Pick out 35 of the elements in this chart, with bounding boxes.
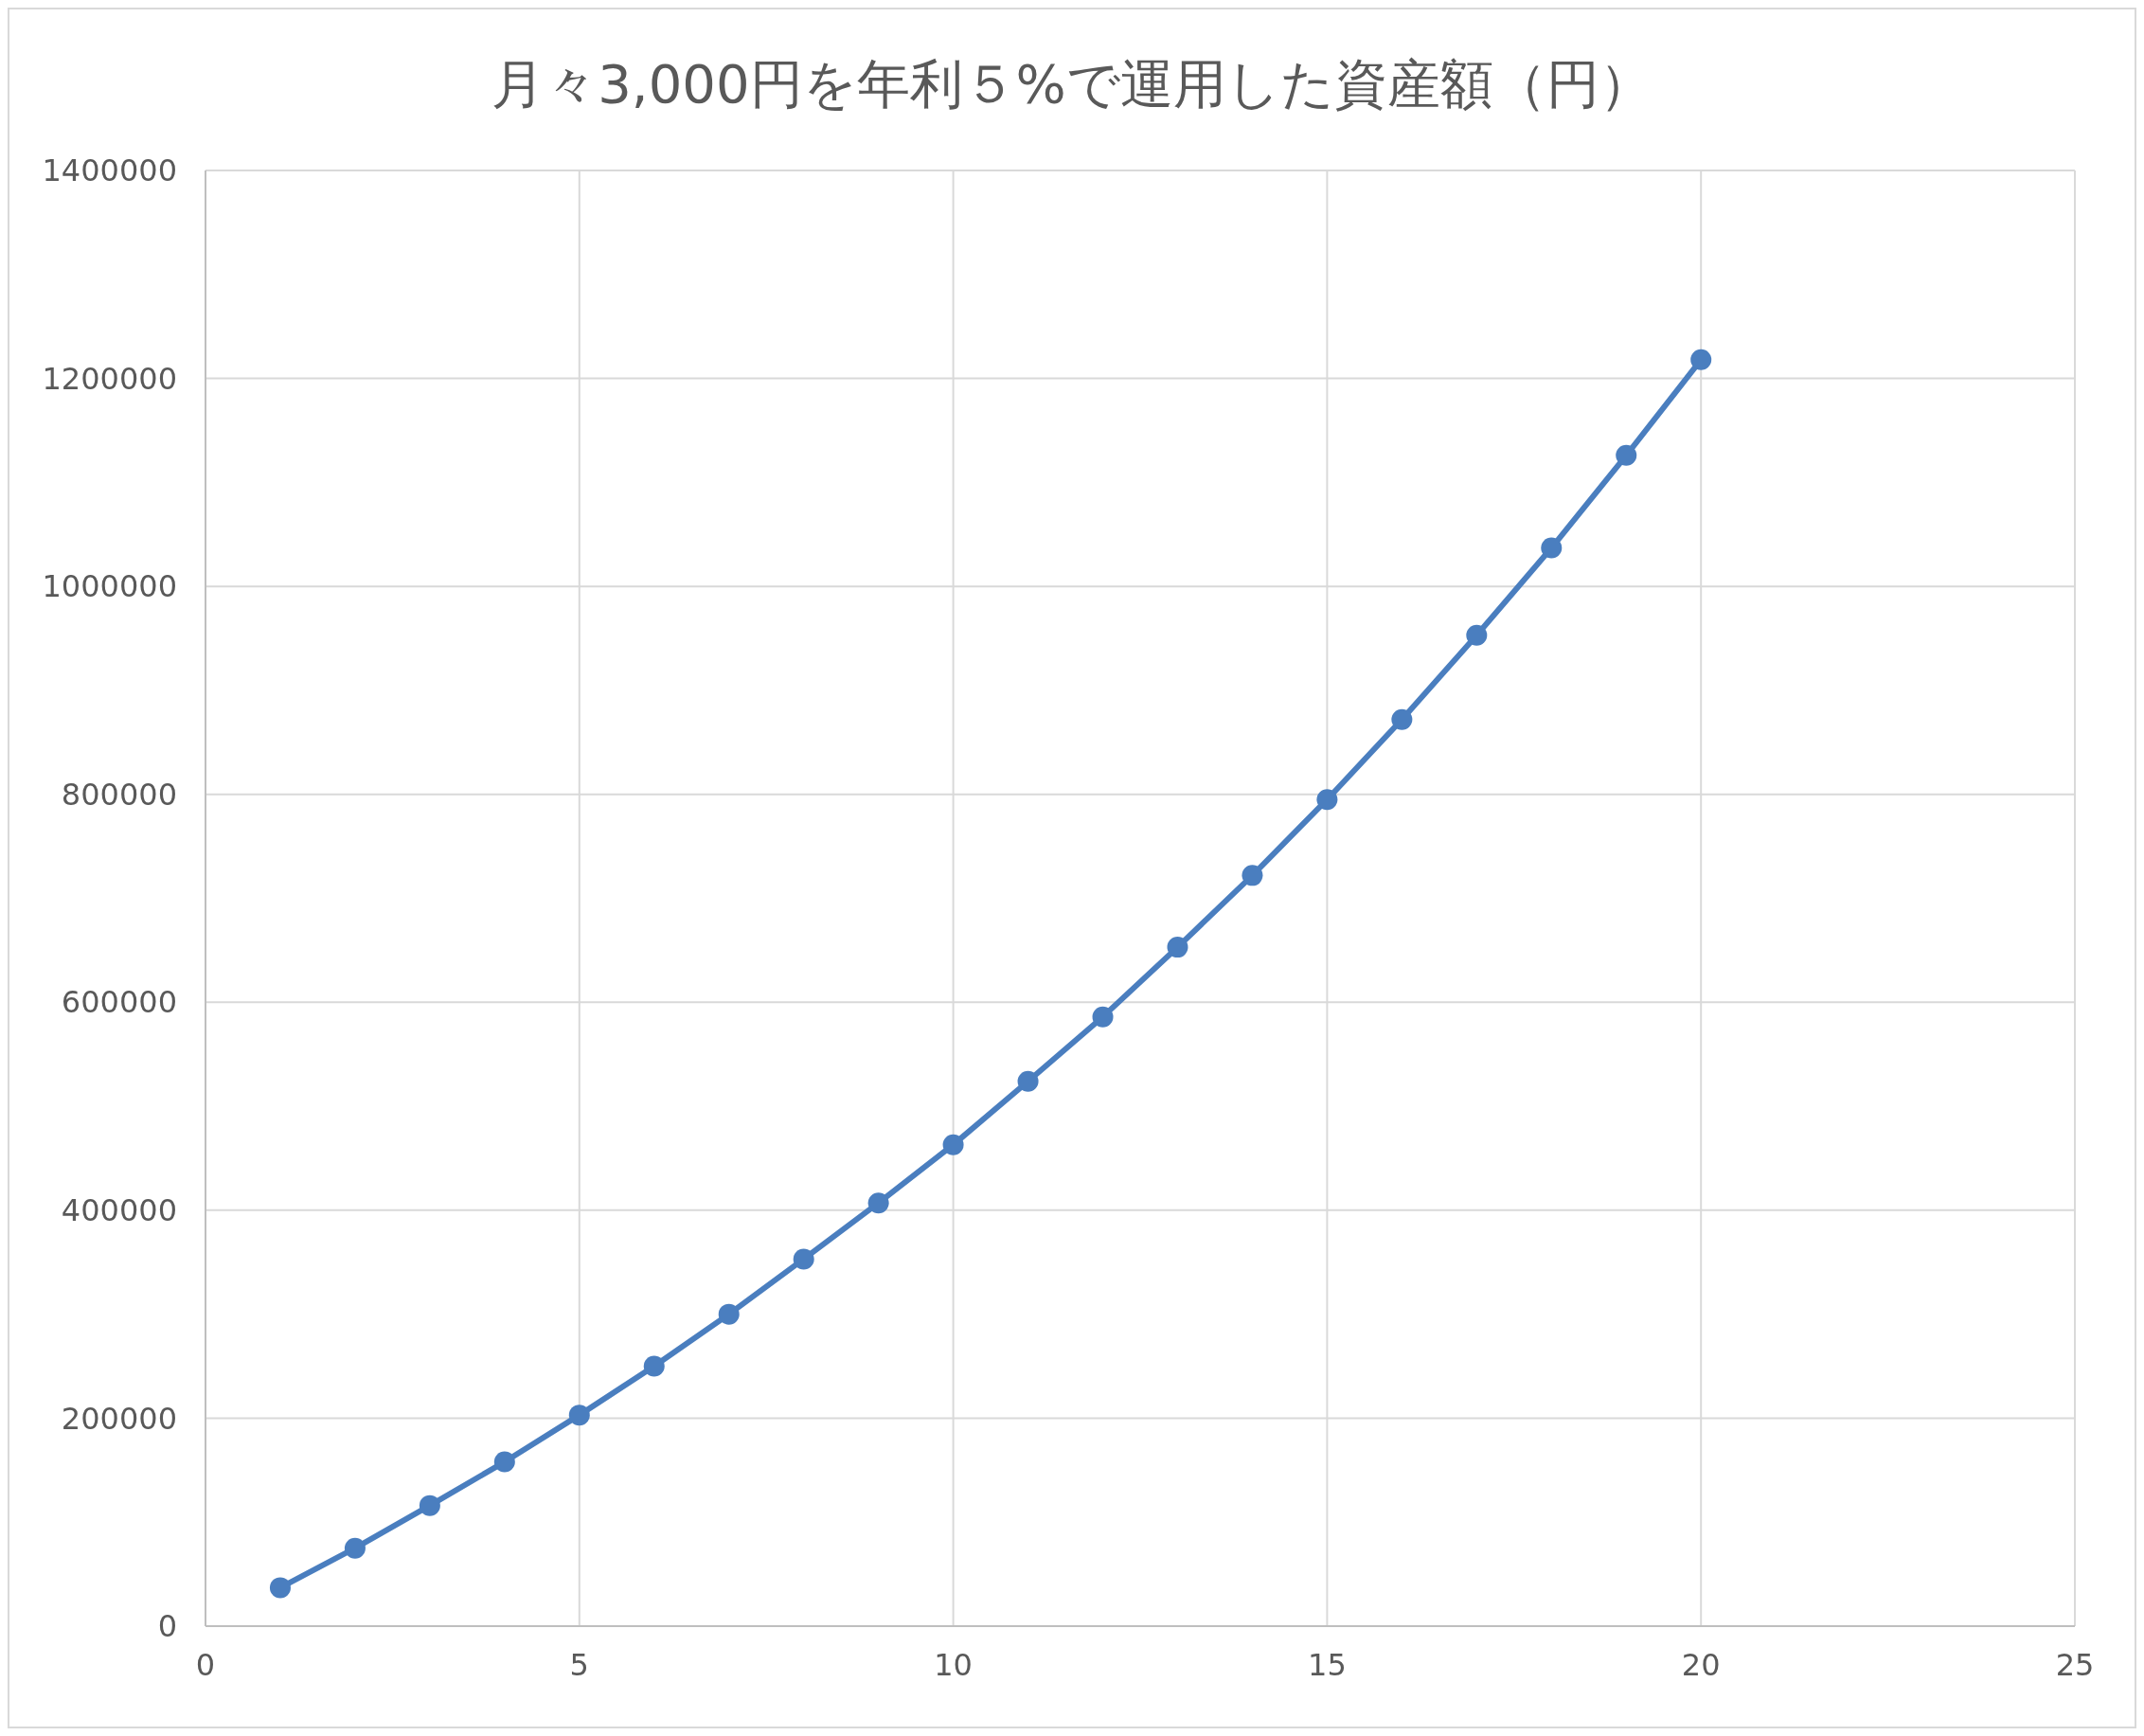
x-tick-label: 15	[1308, 1647, 1347, 1683]
y-tick-label: 0	[157, 1608, 177, 1645]
y-tick-label: 600000	[61, 984, 177, 1021]
point	[1690, 349, 1712, 370]
point	[718, 1303, 740, 1325]
point	[1242, 865, 1263, 886]
point	[1391, 708, 1413, 730]
x-tick-label: 5	[569, 1647, 589, 1683]
y-tick-label: 1200000	[42, 360, 177, 397]
point	[419, 1494, 440, 1516]
point	[867, 1192, 889, 1214]
point	[1466, 624, 1488, 646]
point	[1092, 1006, 1114, 1028]
y-tick-label: 1000000	[42, 568, 177, 605]
y-tick-label: 400000	[61, 1192, 177, 1229]
chart-title: 月々3,000円を年利５%で運用した資産額（円）	[491, 53, 1653, 115]
point	[793, 1248, 814, 1270]
point	[568, 1405, 590, 1426]
point	[942, 1134, 964, 1155]
point	[1316, 789, 1338, 811]
point	[1017, 1070, 1039, 1092]
x-tick-label: 0	[195, 1647, 216, 1683]
y-tick-label: 800000	[61, 776, 177, 813]
x-tick-label: 20	[1681, 1647, 1721, 1683]
point	[1167, 937, 1188, 958]
y-tick-label: 1400000	[42, 152, 177, 189]
point	[269, 1577, 291, 1599]
point	[344, 1537, 366, 1559]
point	[1541, 537, 1563, 559]
point	[493, 1451, 515, 1473]
x-tick-label: 25	[2055, 1647, 2095, 1683]
y-tick-label: 200000	[61, 1400, 177, 1437]
point	[643, 1355, 665, 1377]
point	[1616, 444, 1637, 466]
x-tick-label: 10	[934, 1647, 973, 1683]
